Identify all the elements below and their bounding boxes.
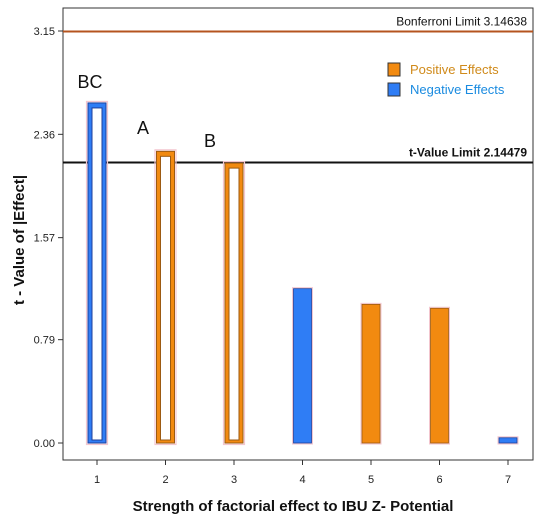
bar-highlight bbox=[360, 302, 382, 445]
y-tick-label: 0.00 bbox=[34, 438, 55, 450]
bar-highlight bbox=[429, 306, 450, 445]
y-tick-label: 3.15 bbox=[34, 26, 55, 38]
bar-inner bbox=[160, 155, 171, 441]
legend-swatch bbox=[387, 82, 401, 97]
bar bbox=[360, 302, 382, 445]
legend: Positive Effects Negative Effects bbox=[387, 62, 505, 97]
y-axis: 0.00 0.79 1.57 2.36 3.15 bbox=[34, 26, 63, 450]
x-tick-label: 7 bbox=[505, 474, 511, 486]
y-tick-label: 0.79 bbox=[34, 335, 55, 347]
bars bbox=[85, 100, 519, 446]
plot-area bbox=[62, 7, 534, 461]
bar-inner bbox=[91, 107, 103, 441]
legend-swatch bbox=[387, 62, 401, 77]
bar-annotation: A bbox=[137, 118, 149, 138]
bar bbox=[292, 287, 313, 445]
bar-fill bbox=[430, 307, 449, 444]
x-tick-label: 5 bbox=[368, 474, 374, 486]
bar-fill bbox=[498, 437, 518, 444]
bar-highlight bbox=[292, 287, 313, 445]
bar bbox=[429, 306, 450, 445]
bar-fill bbox=[361, 303, 381, 444]
bar-fill bbox=[293, 288, 312, 444]
legend-label: Negative Effects bbox=[410, 82, 505, 97]
bar-annotations: BC A B bbox=[77, 72, 216, 151]
bar bbox=[85, 100, 109, 446]
bar-annotation: B bbox=[204, 131, 216, 151]
reference-lines: Bonferroni Limit 3.14638 t-Value Limit 2.… bbox=[63, 14, 533, 164]
x-axis: 1 2 3 4 5 6 7 bbox=[94, 460, 511, 486]
x-tick-label: 4 bbox=[299, 474, 305, 486]
bar-highlight bbox=[497, 436, 519, 445]
reference-line-label: Bonferroni Limit 3.14638 bbox=[396, 14, 527, 28]
bar-highlight bbox=[222, 161, 246, 446]
bar bbox=[154, 149, 177, 446]
legend-label: Positive Effects bbox=[410, 62, 499, 77]
x-tick-label: 3 bbox=[231, 474, 237, 486]
x-tick-label: 1 bbox=[94, 474, 100, 486]
y-tick-label: 2.36 bbox=[34, 129, 55, 141]
x-tick-label: 2 bbox=[162, 474, 168, 486]
bar-annotation: BC bbox=[77, 72, 102, 92]
x-tick-label: 6 bbox=[436, 474, 442, 486]
bar-highlight bbox=[154, 149, 177, 446]
y-tick-label: 1.57 bbox=[34, 233, 55, 245]
bar bbox=[222, 161, 246, 446]
bar-highlight bbox=[85, 100, 109, 446]
x-axis-title: Strength of factorial effect to IBU Z- P… bbox=[133, 498, 454, 515]
y-axis-title: t - Value of |Effect| bbox=[11, 175, 28, 305]
bar bbox=[497, 436, 519, 445]
reference-line-label: t-Value Limit 2.14479 bbox=[409, 145, 527, 159]
bar-inner bbox=[228, 167, 240, 441]
